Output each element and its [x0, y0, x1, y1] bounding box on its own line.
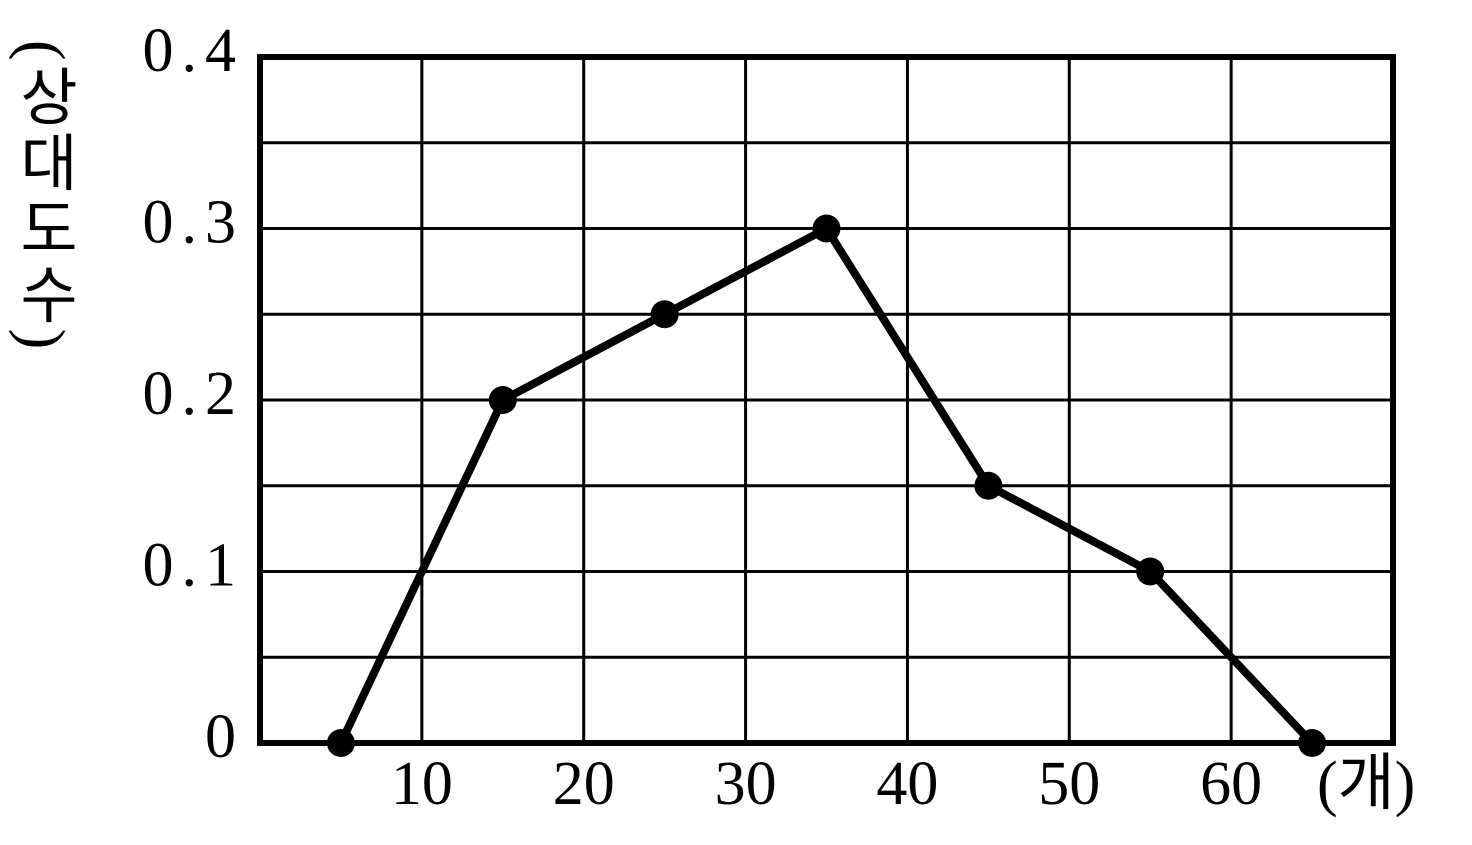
- point: [326, 729, 355, 757]
- x-tick-label: 10: [391, 750, 453, 818]
- point: [650, 300, 679, 329]
- x-tick-label: 40: [876, 750, 938, 818]
- x-axis-label: (개): [1317, 750, 1415, 818]
- point: [974, 471, 1003, 500]
- x-tick-label: 20: [553, 750, 615, 818]
- y-tick-label: 0.2: [143, 360, 245, 428]
- point: [1136, 557, 1165, 586]
- y-tick-label: 0.4: [143, 17, 245, 85]
- x-tick-label: 60: [1200, 750, 1262, 818]
- plot-frame: [257, 54, 1396, 746]
- x-tick-label: 50: [1038, 750, 1100, 818]
- y-axis-label: (상대도수): [8, 40, 76, 353]
- y-tick-label: 0: [205, 703, 244, 771]
- point: [1298, 729, 1327, 757]
- point: [812, 214, 841, 243]
- point: [488, 386, 517, 414]
- x-tick-label: 30: [715, 750, 777, 818]
- y-tick-label: 0.3: [143, 189, 245, 257]
- y-tick-label: 0.1: [143, 532, 245, 600]
